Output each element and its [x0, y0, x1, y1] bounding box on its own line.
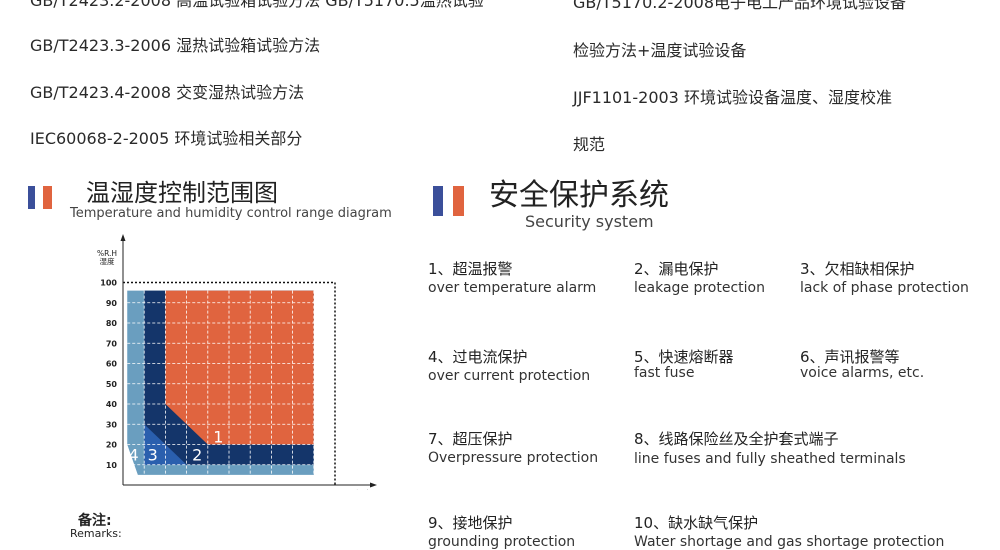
security-item-title: 5、快速熔断器 — [634, 348, 734, 366]
zone-3-area — [144, 424, 187, 465]
zone-1-area — [165, 290, 314, 445]
zone-label: 1 — [213, 427, 223, 446]
security-item-desc: over temperature alarm — [428, 280, 597, 296]
security-item-title: 7、超压保护 — [428, 430, 513, 448]
security-item-desc: grounding protection — [428, 534, 576, 550]
security-item-desc: Overpressure protection — [428, 450, 599, 466]
y-axis-arrow — [120, 234, 126, 241]
security-item-title: 10、缺水缺气保护 — [634, 514, 759, 532]
y-tick-label: 90 — [106, 299, 118, 308]
standard-line: GB/T2423.4-2008 交变湿热试验方法 — [30, 83, 305, 102]
y-tick-label: 100 — [100, 279, 117, 288]
y-tick-label: 30 — [106, 420, 118, 429]
security-item-title: 2、漏电保护 — [634, 260, 719, 278]
y-tick-label: 40 — [106, 400, 118, 409]
security-item-title: 4、过电流保护 — [428, 348, 528, 366]
security-item-desc: over current protection — [428, 368, 591, 384]
security-item-desc: Water shortage and gas shortage protecti… — [634, 534, 945, 550]
security-item-desc: fast fuse — [634, 365, 695, 381]
security-item-title: 8、线路保险丝及全护套式端子 — [634, 430, 839, 448]
temperature-humidity-chart: 0102030405060708090100102030405060708090… — [97, 234, 380, 490]
chart-section-subtitle: Temperature and humidity control range d… — [70, 206, 392, 221]
standard-line: 规范 — [573, 135, 606, 154]
chart-section-title: 温湿度控制范围图 — [86, 179, 278, 207]
y-tick-label: 70 — [106, 339, 118, 348]
security-item-desc: leakage protection — [634, 280, 765, 296]
y-tick-label: 20 — [106, 441, 118, 450]
remarks-cn: 备注: — [78, 513, 112, 529]
y-tick-label: 50 — [106, 380, 118, 389]
security-item-desc: line fuses and fully sheathed terminals — [634, 451, 906, 467]
y-axis-label: %R.H — [97, 249, 117, 258]
security-section-title: 安全保护系统 — [489, 178, 669, 213]
standard-line: GB/T2423.2-2008 高温试验箱试验方法 GB/T5170.5温热试验 — [30, 0, 484, 10]
y-tick-label: 10 — [106, 461, 118, 470]
standard-line: 检验方法+温度试验设备 — [573, 41, 747, 60]
marker-blue — [28, 186, 35, 209]
security-section-subtitle: Security system — [525, 212, 654, 231]
standard-line: GB/T5170.2-2008电子电工产品环境试验设备 — [573, 0, 907, 12]
security-item-title: 9、接地保护 — [428, 514, 513, 532]
zone-label: 2 — [192, 446, 202, 465]
marker-orange — [453, 186, 464, 216]
x-axis-arrow — [370, 482, 377, 488]
y-tick-label: 60 — [106, 360, 118, 369]
y-tick-label: 80 — [106, 319, 118, 328]
limit-line — [123, 281, 336, 485]
security-item-title: 6、声讯报警等 — [800, 348, 900, 366]
security-item-title: 1、超温报警 — [428, 260, 513, 278]
x-axis-label: 温度°C — [356, 488, 380, 490]
standard-line: GB/T2423.3-2006 湿热试验箱试验方法 — [30, 36, 321, 55]
y-axis-label: 湿度 — [100, 256, 115, 266]
standard-line: JJF1101-2003 环境试验设备温度、湿度校准 — [573, 88, 892, 107]
remarks-en: Remarks: — [70, 527, 122, 540]
zone-label: 3 — [148, 446, 158, 465]
security-item-desc: lack of phase protection — [800, 280, 969, 296]
security-item-desc: voice alarms, etc. — [800, 365, 925, 381]
marker-orange — [43, 186, 52, 209]
marker-blue — [433, 186, 443, 216]
standard-line: IEC60068-2-2005 环境试验相关部分 — [30, 129, 303, 148]
security-item-title: 3、欠相缺相保护 — [800, 260, 915, 278]
zone-label: 4 — [129, 446, 139, 465]
